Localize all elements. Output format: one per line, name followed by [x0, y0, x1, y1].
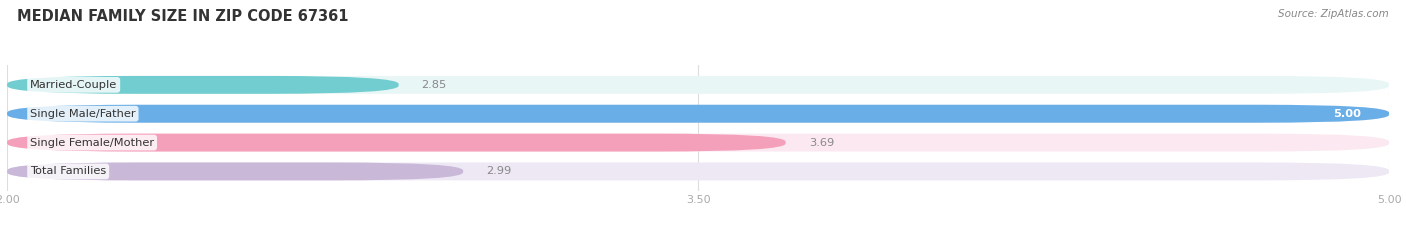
Text: Single Male/Father: Single Male/Father	[30, 109, 136, 119]
FancyBboxPatch shape	[7, 105, 1389, 123]
Text: Single Female/Mother: Single Female/Mother	[30, 137, 155, 147]
FancyBboxPatch shape	[7, 76, 1389, 94]
FancyBboxPatch shape	[7, 162, 1389, 180]
FancyBboxPatch shape	[7, 105, 1389, 123]
Text: MEDIAN FAMILY SIZE IN ZIP CODE 67361: MEDIAN FAMILY SIZE IN ZIP CODE 67361	[17, 9, 349, 24]
FancyBboxPatch shape	[7, 76, 399, 94]
Text: Source: ZipAtlas.com: Source: ZipAtlas.com	[1278, 9, 1389, 19]
FancyBboxPatch shape	[7, 134, 786, 151]
Text: Total Families: Total Families	[30, 166, 107, 176]
Text: Married-Couple: Married-Couple	[30, 80, 117, 90]
FancyBboxPatch shape	[7, 134, 1389, 151]
FancyBboxPatch shape	[7, 162, 463, 180]
Text: 2.99: 2.99	[486, 166, 512, 176]
Text: 5.00: 5.00	[1333, 109, 1361, 119]
Text: 2.85: 2.85	[422, 80, 447, 90]
Text: 3.69: 3.69	[808, 137, 834, 147]
